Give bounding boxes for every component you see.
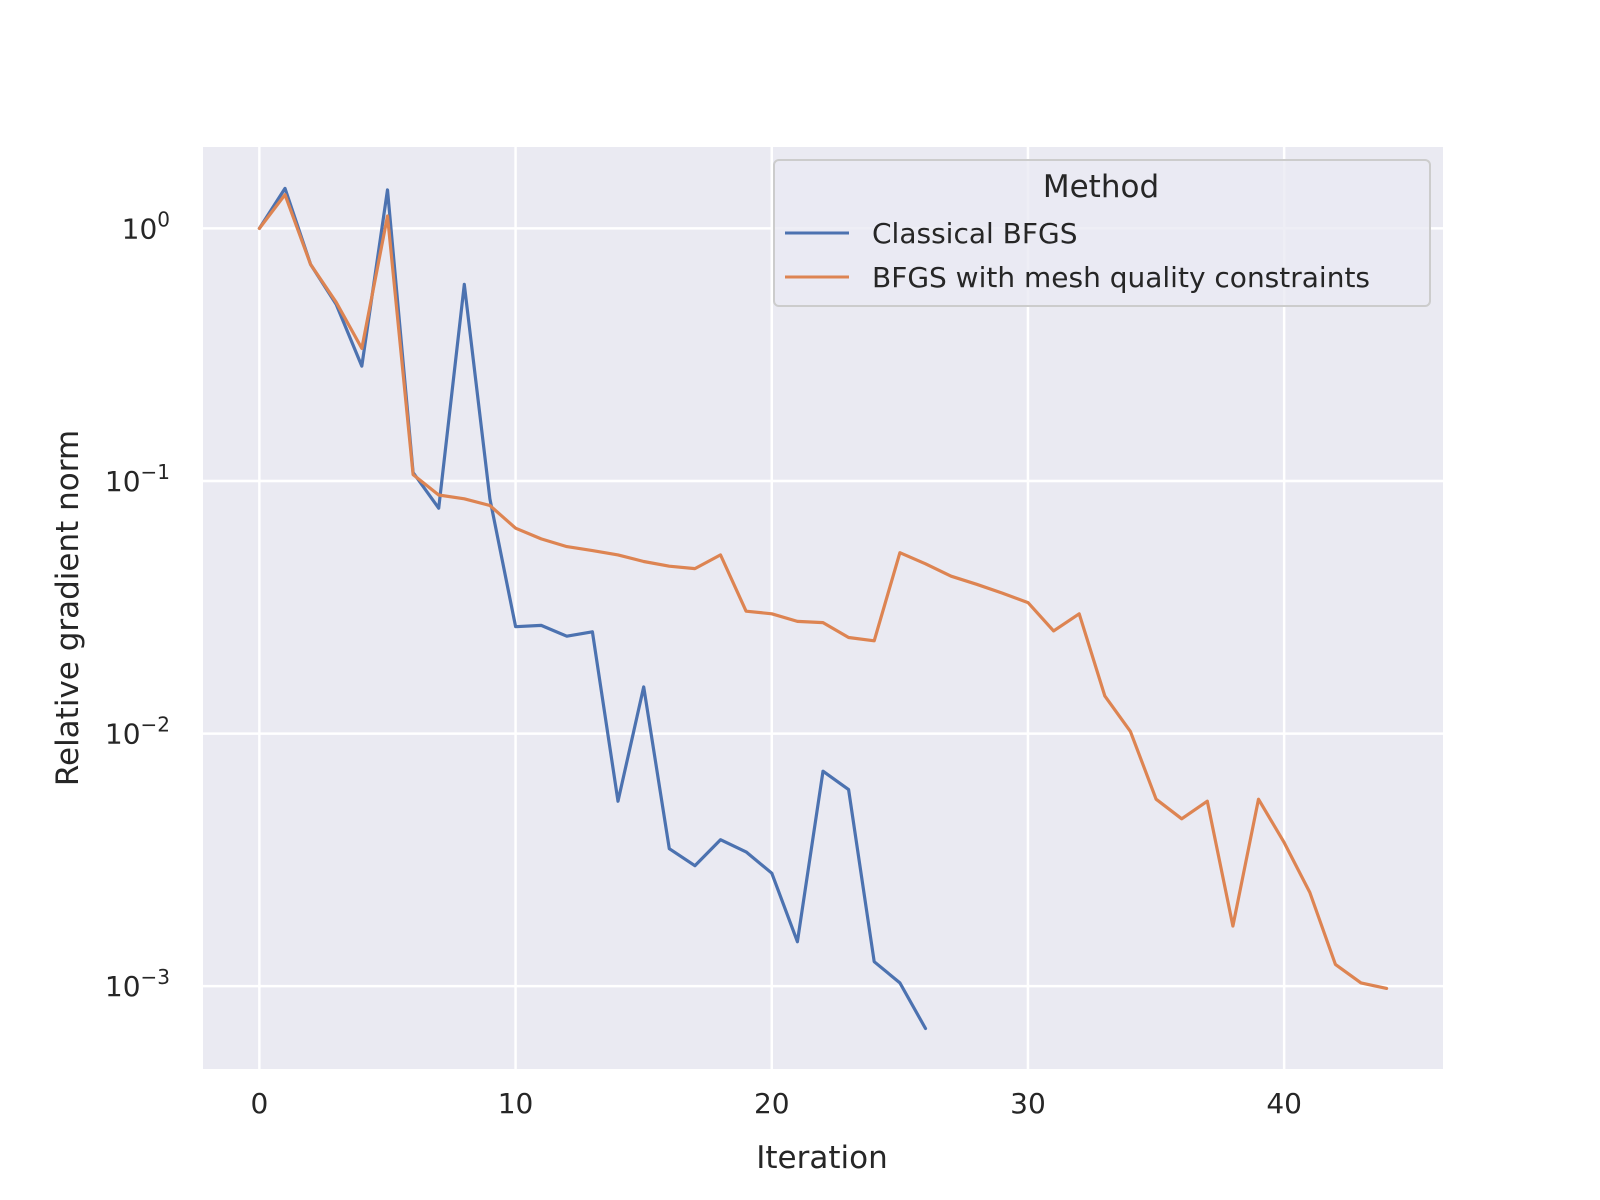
legend-box xyxy=(773,159,1431,307)
y-tick-labels: 100 10−1 10−2 10−3 xyxy=(105,207,170,1003)
x-tick-label: 40 xyxy=(1266,1087,1302,1120)
x-axis-label: Iteration xyxy=(756,1140,888,1176)
x-tick-label: 0 xyxy=(250,1087,268,1120)
y-tick-label: 10−3 xyxy=(105,965,170,1003)
legend: Method Classical BFGS BFGS with mesh qua… xyxy=(773,159,1431,307)
legend-title: Method xyxy=(1043,169,1159,205)
legend-label-classical-bfgs: Classical BFGS xyxy=(872,217,1077,250)
y-axis-label: Relative gradient norm xyxy=(50,430,86,786)
series-layer xyxy=(257,186,1389,1031)
series-line-bfgs-mesh-quality xyxy=(257,193,1389,991)
y-tick-label: 10−1 xyxy=(105,460,170,498)
x-tick-label: 30 xyxy=(1010,1087,1046,1120)
x-tick-label: 20 xyxy=(754,1087,790,1120)
y-tick-label: 100 xyxy=(122,207,170,245)
x-tick-labels: 0 10 20 30 40 xyxy=(250,1087,1302,1120)
x-tick-label: 10 xyxy=(498,1087,534,1120)
y-tick-label: 10−2 xyxy=(105,713,170,751)
legend-label-bfgs-mesh-quality: BFGS with mesh quality constraints xyxy=(872,261,1370,294)
